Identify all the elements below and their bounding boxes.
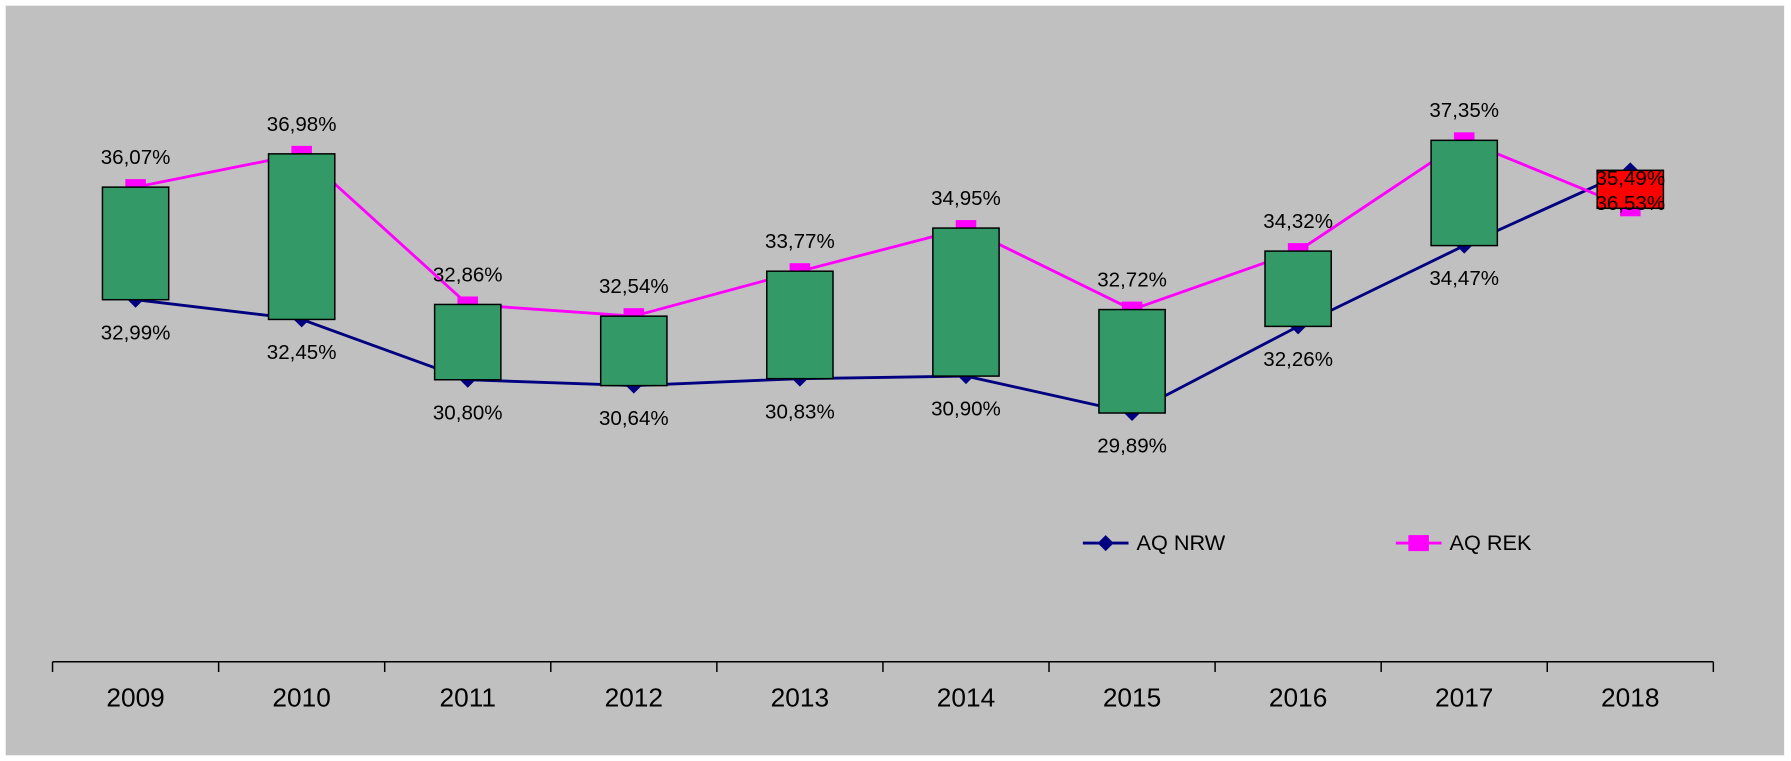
x-tick-label: 2016 [1269, 682, 1327, 712]
data-label: 30,83% [765, 400, 835, 423]
data-label: 34,32% [1263, 210, 1333, 233]
data-label: 33,77% [765, 230, 835, 253]
data-label: 34,95% [931, 187, 1001, 210]
x-tick-label: 2009 [106, 682, 164, 712]
x-tick-label: 2014 [937, 682, 995, 712]
data-label: 35,49% [1595, 167, 1665, 190]
data-label: 32,26% [1263, 348, 1333, 371]
data-label: 37,35% [1429, 99, 1499, 122]
data-label: 30,90% [931, 398, 1001, 421]
x-tick-label: 2018 [1601, 682, 1659, 712]
chart-area [5, 5, 1785, 756]
up-bar [1430, 139, 1499, 247]
data-label: 36,07% [101, 146, 171, 169]
legend-marker [1097, 535, 1114, 552]
up-bar [932, 227, 1000, 377]
up-bar [1264, 250, 1332, 328]
data-label: 30,80% [433, 401, 503, 424]
x-tick-label: 2015 [1103, 682, 1161, 712]
up-bar [267, 153, 336, 321]
x-tick-label: 2012 [605, 682, 663, 712]
data-label: 32,99% [101, 321, 171, 344]
data-label: 36,53% [1595, 192, 1665, 215]
data-label: 34,47% [1429, 267, 1499, 290]
up-bar [1098, 308, 1166, 414]
data-label: 32,54% [599, 275, 669, 298]
data-label: 32,86% [433, 263, 503, 286]
x-tick-label: 2011 [439, 682, 495, 712]
up-bar [766, 270, 834, 380]
up-bar [599, 315, 668, 387]
legend-label: AQ NRW [1137, 530, 1226, 555]
data-label: 30,64% [599, 407, 669, 430]
x-tick-label: 2017 [1435, 682, 1493, 712]
up-bar [101, 186, 170, 301]
legend-marker [1408, 535, 1429, 552]
legend-label: AQ REK [1449, 530, 1531, 555]
x-tick-label: 2010 [272, 682, 330, 712]
series-line [135, 169, 1631, 415]
data-label: 36,98% [267, 113, 337, 136]
data-label: 32,72% [1097, 268, 1167, 291]
series-line [135, 138, 1631, 318]
data-label: 32,45% [267, 341, 337, 364]
up-bar [433, 303, 502, 381]
down-bar [1596, 169, 1665, 210]
x-tick-label: 2013 [771, 682, 829, 712]
data-label: 29,89% [1097, 435, 1167, 458]
